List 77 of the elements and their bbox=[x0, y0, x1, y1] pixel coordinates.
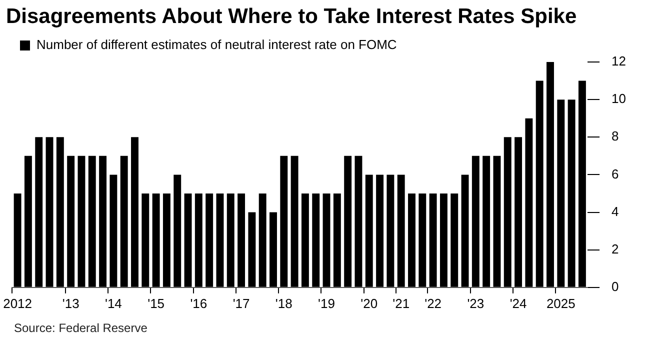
y-tick-label: 12 bbox=[612, 54, 626, 69]
bar bbox=[354, 156, 362, 287]
bar bbox=[472, 156, 480, 287]
bar bbox=[365, 174, 373, 287]
bar bbox=[206, 193, 214, 287]
bar bbox=[194, 193, 202, 287]
bar bbox=[344, 156, 352, 287]
bar bbox=[333, 193, 341, 287]
y-tick-label: 2 bbox=[612, 241, 619, 256]
bar bbox=[322, 193, 330, 287]
bar bbox=[88, 156, 96, 287]
x-tick-label: '23 bbox=[467, 296, 484, 311]
bar bbox=[99, 156, 107, 287]
bar bbox=[67, 156, 75, 287]
x-tick-label: '15 bbox=[148, 296, 165, 311]
bar bbox=[24, 156, 32, 287]
bar bbox=[184, 193, 192, 287]
bar bbox=[120, 156, 128, 287]
bar bbox=[482, 156, 490, 287]
x-tick-label: '21 bbox=[392, 296, 410, 311]
bar bbox=[536, 80, 544, 287]
chart-title: Disagreements About Where to Take Interest Rates Spike bbox=[5, 4, 578, 29]
x-tick-label: 2012 bbox=[3, 296, 32, 311]
bar bbox=[131, 137, 138, 287]
bar bbox=[386, 174, 394, 287]
bar bbox=[216, 193, 224, 287]
bar bbox=[429, 193, 437, 287]
bar bbox=[504, 137, 512, 287]
bar bbox=[461, 174, 469, 287]
bar bbox=[152, 193, 160, 287]
x-tick-label: '17 bbox=[232, 296, 250, 311]
bar bbox=[258, 193, 266, 287]
y-tick-label: 6 bbox=[612, 166, 619, 182]
bar bbox=[35, 137, 43, 287]
source-note: Source: Federal Reserve bbox=[13, 320, 148, 335]
x-tick-label: '19 bbox=[318, 296, 335, 311]
bar bbox=[557, 100, 565, 287]
bar bbox=[312, 193, 320, 287]
bar bbox=[270, 212, 277, 287]
bar bbox=[418, 193, 426, 287]
bar bbox=[450, 193, 458, 287]
bar bbox=[110, 174, 118, 287]
bar bbox=[78, 156, 86, 287]
legend-label: Number of different estimates of neutral interest rate on FOMC bbox=[36, 37, 397, 52]
bar bbox=[46, 137, 54, 287]
bar bbox=[238, 193, 246, 287]
bar bbox=[546, 62, 554, 287]
bar bbox=[376, 174, 384, 287]
x-tick-label: 2025 bbox=[546, 296, 576, 311]
bar bbox=[162, 193, 170, 287]
y-tick-label: 0 bbox=[612, 278, 619, 294]
x-tick-label: '24 bbox=[510, 296, 527, 311]
x-tick-label: '18 bbox=[275, 296, 292, 311]
bar bbox=[525, 118, 533, 287]
bar bbox=[514, 137, 522, 287]
x-tick-label: '22 bbox=[424, 296, 442, 311]
bar bbox=[174, 174, 182, 287]
x-tick-label: '16 bbox=[190, 296, 208, 311]
bar bbox=[142, 193, 150, 287]
bar bbox=[493, 156, 501, 287]
x-tick-label: '13 bbox=[62, 296, 80, 311]
bar bbox=[408, 193, 416, 287]
bar bbox=[248, 212, 256, 287]
bar bbox=[14, 193, 22, 287]
x-tick-label: '14 bbox=[104, 296, 122, 311]
bar bbox=[290, 156, 298, 287]
bar bbox=[397, 174, 405, 287]
bar bbox=[568, 100, 576, 287]
bar bbox=[280, 156, 288, 287]
bar bbox=[301, 193, 309, 287]
bar bbox=[440, 193, 448, 287]
y-tick-label: 8 bbox=[612, 128, 619, 144]
bar bbox=[226, 193, 234, 287]
y-tick-label: 4 bbox=[612, 204, 619, 219]
y-tick-label: 10 bbox=[612, 91, 626, 106]
x-tick-label: '20 bbox=[360, 296, 378, 311]
bar bbox=[56, 137, 64, 287]
